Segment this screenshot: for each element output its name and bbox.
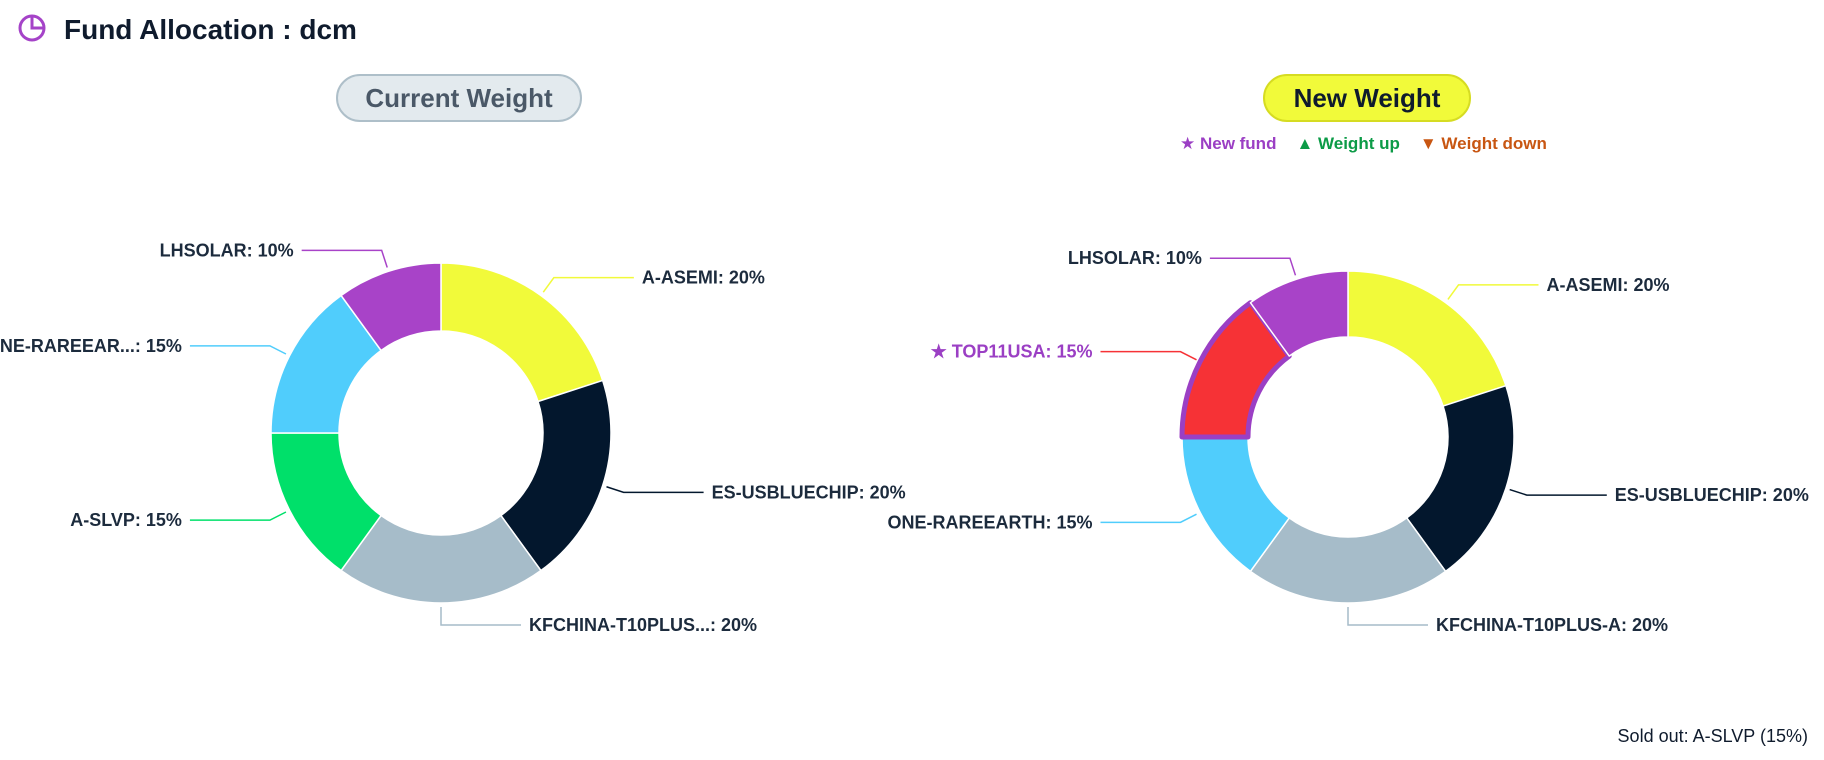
legend-weight-down: ▼ Weight down xyxy=(1419,134,1547,153)
slice-label-0-5: LHSOLAR: 10% xyxy=(160,240,294,260)
slice-1-5[interactable] xyxy=(1249,270,1349,357)
pie-chart-icon xyxy=(16,12,48,49)
sold-out-note: Sold out: A-SLVP (15%) xyxy=(1617,726,1808,746)
leader-line-0-3 xyxy=(189,511,287,521)
slice-1-0[interactable] xyxy=(1347,270,1507,407)
leader-line-0-4 xyxy=(189,345,287,355)
leader-line-1-3 xyxy=(1100,513,1197,524)
leader-line-0-2 xyxy=(440,607,521,626)
leader-line-0-0 xyxy=(542,276,634,293)
slice-label-1-4: ★ TOP11USA: 15% xyxy=(931,342,1093,362)
slice-0-0[interactable] xyxy=(440,262,604,403)
leader-line-0-1 xyxy=(606,486,704,494)
leader-line-1-4 xyxy=(1100,350,1197,361)
legend: ★ New fund ▲ Weight up ▼ Weight down xyxy=(1180,134,1567,154)
slice-label-0-4: ONE-RAREEAR...: 15% xyxy=(0,336,182,356)
slice-label-0-1: ES-USBLUECHIP: 20% xyxy=(712,482,906,502)
legend-weight-up: ▲ Weight up xyxy=(1296,134,1400,153)
page-title: Fund Allocation : dcm xyxy=(64,14,357,45)
leader-line-1-0 xyxy=(1447,284,1539,300)
slice-label-1-1: ES-USBLUECHIP: 20% xyxy=(1615,485,1809,505)
legend-new-fund: ★ New fund xyxy=(1180,134,1277,153)
current-weight-badge: Current Weight xyxy=(336,74,582,122)
leader-line-1-5 xyxy=(1209,257,1297,276)
slice-label-0-3: A-SLVP: 15% xyxy=(70,510,182,530)
slice-label-1-3: ONE-RAREEARTH: 15% xyxy=(887,512,1092,532)
slice-label-1-5: LHSOLAR: 10% xyxy=(1068,248,1202,268)
slice-label-1-2: KFCHINA-T10PLUS-A: 20% xyxy=(1436,615,1668,635)
slice-label-0-2: KFCHINA-T10PLUS...: 20% xyxy=(529,615,757,635)
slice-label-0-0: A-ASEMI: 20% xyxy=(642,268,765,288)
leader-line-0-5 xyxy=(301,249,388,268)
donut-charts: A-ASEMI: 20% ES-USBLUECHIP: 20% KFCHINA-T1… xyxy=(0,240,1809,635)
header: Fund Allocation : dcm xyxy=(16,12,357,48)
slice-0-5[interactable] xyxy=(340,262,442,352)
leader-line-1-1 xyxy=(1509,488,1607,496)
new-weight-badge: New Weight xyxy=(1263,74,1471,122)
slice-label-1-0: A-ASEMI: 20% xyxy=(1547,275,1670,295)
leader-line-1-2 xyxy=(1347,607,1428,626)
